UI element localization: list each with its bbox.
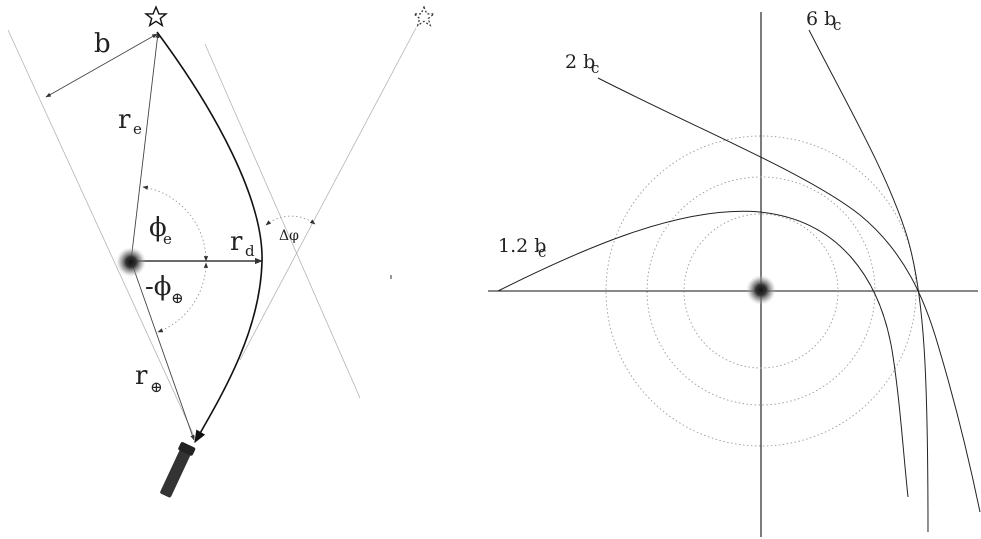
curve-label-1-2bc: 1.2 b [498, 235, 546, 257]
telescope-icon [160, 442, 196, 498]
r-d-subscript: d [245, 242, 255, 260]
r-earth-vector [130, 260, 195, 441]
left-panel: b r e ϕ e r d -ϕ ⊕ r ⊕ Δφ [7, 5, 436, 498]
r-earth-label: r [135, 361, 148, 391]
lens-cluster-icon [746, 275, 776, 305]
r-earth-subscript: ⊕ [150, 378, 163, 396]
curve-label-1-2bc-sub: c [538, 243, 546, 261]
phi-e-arc [142, 185, 209, 262]
curve-1-2bc [497, 210, 909, 498]
curve-label-2bc-sub: c [591, 59, 599, 77]
r-d-label: r [230, 227, 243, 257]
r-e-subscript: e [133, 120, 142, 138]
curve-label-6bc: 6 b [806, 8, 836, 30]
r-e-vector [130, 32, 160, 262]
lens-cluster-icon [116, 247, 146, 277]
curve-label-6bc-sub: c [833, 16, 841, 34]
b-label: b [94, 29, 111, 59]
reference-line-left [7, 29, 196, 439]
asymptote-line-2 [204, 43, 361, 399]
minus-phi-earth-label: -ϕ [145, 272, 172, 302]
minus-phi-earth-subscript: ⊕ [171, 289, 184, 307]
curve-6bc [808, 29, 929, 533]
light-path [156, 31, 263, 444]
r-e-label: r [118, 105, 131, 135]
curve-label-2bc: 2 b [565, 51, 595, 73]
phi-e-subscript: e [163, 230, 172, 248]
curve-2bc [597, 77, 981, 513]
b-arrow [45, 33, 158, 98]
phi-earth-arc [157, 262, 209, 333]
circle-ring-1 [683, 213, 839, 369]
circle-ring-2 [646, 176, 876, 406]
delta-phi-label: Δφ [279, 228, 299, 244]
apparent-star-icon [412, 5, 436, 27]
phi-e-label: ϕ [149, 213, 167, 243]
source-star-icon [144, 5, 168, 28]
right-panel: 2 b c 6 b c 1.2 b c [488, 8, 981, 537]
circle-ring-3 [605, 135, 917, 447]
delta-phi-arc [265, 215, 316, 226]
asymptote-line-1 [239, 27, 417, 361]
